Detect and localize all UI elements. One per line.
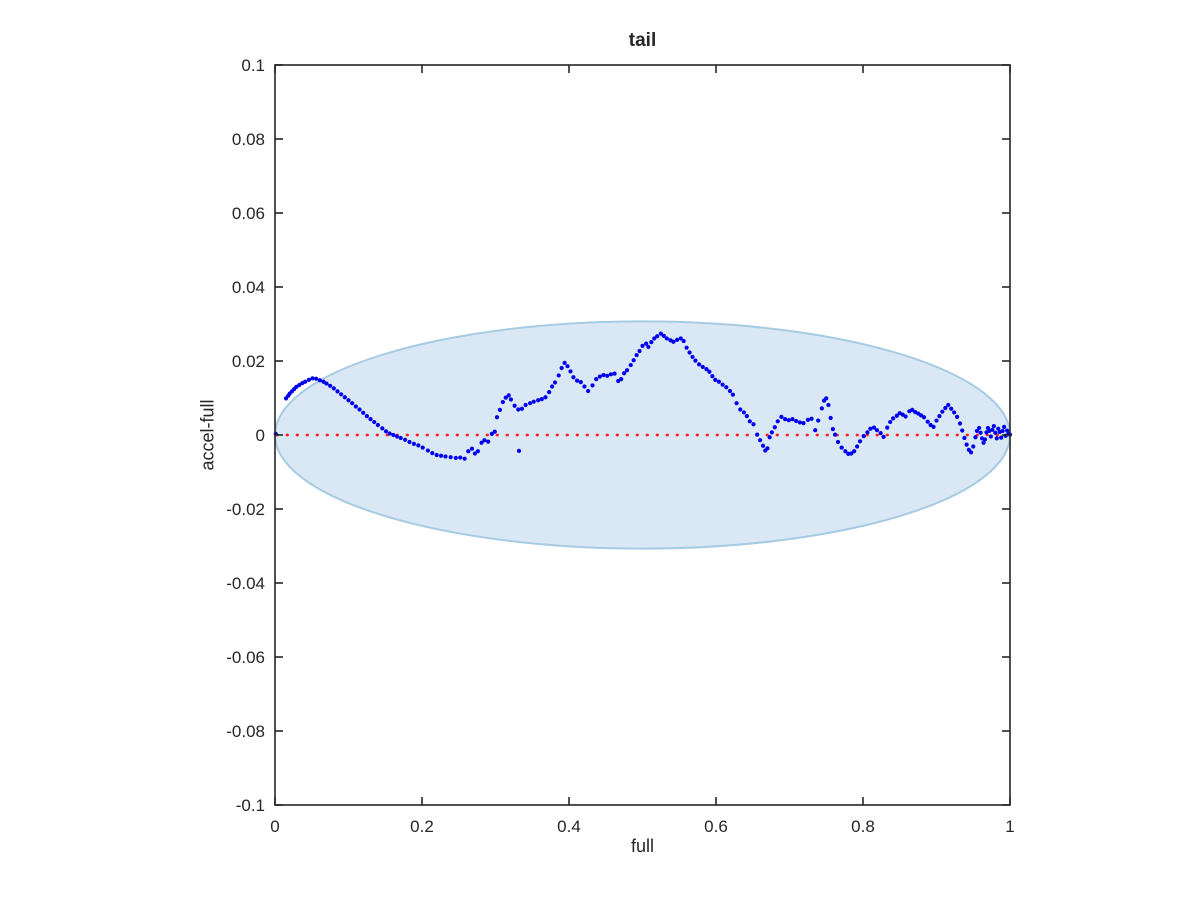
x-tick-label: 0.4 — [557, 817, 581, 836]
x-tick-labels: 0 0.2 0.4 0.6 0.8 1 — [270, 817, 1014, 836]
confidence-ellipse — [274, 320, 1011, 550]
y-tick-label: 0.04 — [232, 278, 265, 297]
y-tick-label: 0.1 — [241, 56, 265, 75]
x-tick-label: 0.6 — [704, 817, 728, 836]
y-tick-label: -0.02 — [226, 500, 265, 519]
axis-ticks — [274, 64, 1011, 806]
y-tick-label: 0.02 — [232, 352, 265, 371]
x-tick-label: 0.8 — [851, 817, 875, 836]
y-tick-label: 0.08 — [232, 130, 265, 149]
y-tick-label: 0 — [256, 426, 265, 445]
y-tick-labels: 0.1 0.08 0.06 0.04 0.02 0 -0.02 -0.04 -0.06 -0.08… — [226, 56, 265, 815]
y-tick-label: -0.06 — [226, 648, 265, 667]
y-tick-label: -0.08 — [226, 722, 265, 741]
chart-title: tail — [628, 30, 657, 51]
scatter-series — [273, 331, 1013, 461]
x-tick-label: 0 — [270, 817, 279, 836]
x-tick-label: 0.2 — [410, 817, 434, 836]
y-tick-label: 0.06 — [232, 204, 265, 223]
x-axis-label: full — [630, 836, 654, 856]
y-tick-label: -0.04 — [226, 574, 265, 593]
x-tick-label: 1 — [1005, 817, 1014, 836]
y-axis-label: accel-full — [197, 399, 218, 471]
y-tick-label: -0.1 — [236, 796, 265, 815]
